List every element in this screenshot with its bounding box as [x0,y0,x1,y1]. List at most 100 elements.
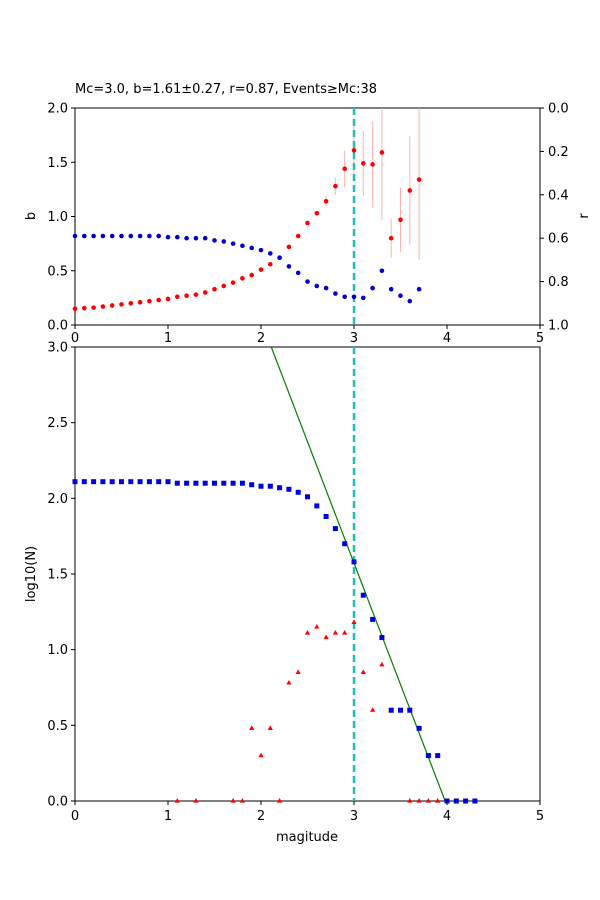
r-point [128,233,134,239]
b-point [230,280,236,285]
r-point [119,233,124,239]
b-point [109,303,115,308]
noncumulative-point [342,630,348,635]
r-point [156,233,161,239]
r-point [212,238,217,243]
r-point [193,235,199,241]
cumulative-point [323,513,329,519]
cumulative-point [156,479,162,485]
b-point [165,296,171,302]
r-point [109,233,115,239]
r-point [277,255,282,261]
top-x-tick-label: 0 [71,331,79,346]
r-point [333,291,338,296]
noncumulative-point [230,798,236,803]
b-point [268,261,273,267]
cumulative-point [128,479,134,485]
b-point [202,290,208,295]
cumulative-point [165,479,171,485]
bottom-y-tick-label: 1.0 [47,643,68,658]
cumulative-point [258,483,264,489]
r-point [398,293,403,299]
b-point [249,272,254,278]
b-point [388,235,394,241]
cumulative-point [72,479,78,485]
cumulative-point [184,480,190,486]
top-x-axis: 0 1 2 3 4 5 [71,325,544,346]
noncumulative-point [351,619,357,625]
noncumulative-point [174,798,180,803]
cumulative-point [230,480,236,486]
noncumulative-point [425,798,431,803]
noncumulative-point [332,630,338,635]
cumulative-point [277,485,283,491]
top-y2-tick-label: 1.0 [548,319,569,334]
cumulative-point [463,798,469,804]
top-y2-axis: 0.0 0.2 0.4 0.6 0.8 1.0 [540,102,569,334]
top-y-tick-label: 0.0 [47,319,68,334]
cumulative-point [388,707,394,713]
bottom-y-tick-label: 3.0 [47,341,68,356]
b-point [72,306,78,312]
cumulative-point [146,479,152,485]
r-point [221,239,227,244]
noncumulative-point [360,669,366,674]
noncumulative-point [370,707,376,712]
cumulative-point [286,486,292,492]
top-y2-tick-label: 0.8 [548,275,569,290]
noncumulative-point [416,798,422,803]
cumulative-point [472,798,478,804]
cumulative-point [351,559,357,565]
bottom-x-axis: 0 1 2 3 4 5 [71,801,544,824]
cumulative-point [212,480,217,486]
top-chart: 0 1 2 3 4 5 0.0 0.5 1.0 1.5 2.0 0.0 0.2 0.4 0.6 0.8 1.… [24,102,592,347]
r-point [268,251,273,256]
cumulative-point [239,480,245,486]
noncumulative-point [239,798,245,803]
cumulative-point [453,798,459,804]
top-series [72,108,422,325]
cumulative-point [119,479,124,485]
bottom-y-tick-label: 1.5 [47,568,68,583]
top-errorbars [325,108,420,260]
cumulative-point [174,480,180,486]
cumulative-point [295,489,301,495]
r-point [184,235,189,241]
noncumulative-point [193,798,199,803]
b-point [416,177,422,182]
top-y2-tick-label: 0.2 [548,145,569,160]
cumulative-point [416,725,422,731]
b-point [361,161,366,166]
top-y2-axis-label: r [577,213,592,219]
r-point [416,286,422,292]
cumulative-point [314,503,320,509]
b-point [100,304,106,309]
b-point [379,150,385,155]
top-y-tick-label: 2.0 [47,102,68,117]
cumulative-point [267,483,273,489]
b-point [128,301,134,306]
top-y-axis-label: b [24,212,39,220]
r-point [72,233,78,239]
b-point [184,293,189,299]
noncumulative-point [314,623,320,629]
noncumulative-point [267,725,273,730]
r-point [361,295,366,301]
r-point [351,294,357,300]
bottom-y-axis: 0.0 0.5 1.0 1.5 2.0 2.5 3.0 [47,341,75,810]
r-point [388,286,394,292]
r-point [230,241,236,246]
r-point [323,285,329,291]
b-point [147,298,152,304]
r-point [137,233,143,239]
bottom-y-tick-label: 2.0 [47,492,68,507]
bottom-x-tick-label: 5 [536,809,544,824]
r-point [147,233,152,239]
cumulative-point [91,479,97,485]
top-x-tick-label: 1 [164,331,172,346]
r-point [379,268,385,274]
cumulative-point [193,480,199,486]
r-point [165,234,171,240]
cumulative-point [305,494,310,500]
b-point [221,283,227,289]
